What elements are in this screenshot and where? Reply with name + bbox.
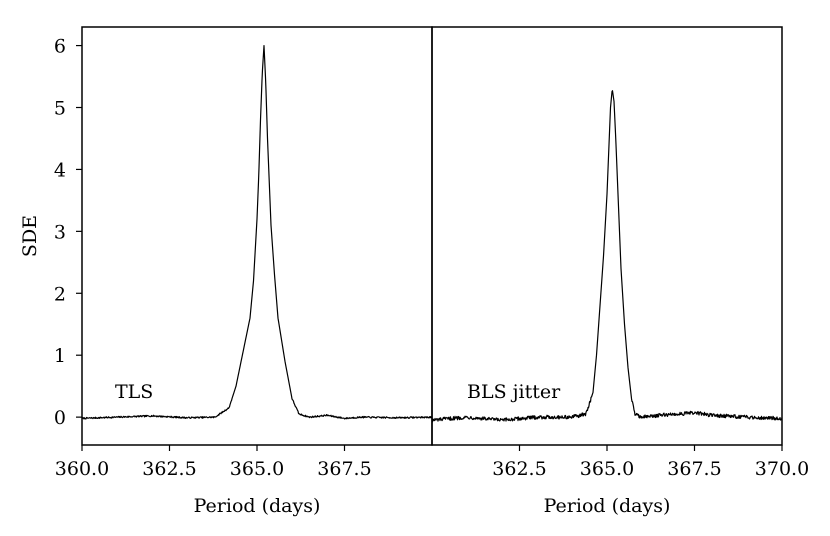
y-tick-label: 5 xyxy=(54,98,66,120)
bls-x-axis-label: Period (days) xyxy=(544,495,671,517)
x-tick-label: 367.5 xyxy=(317,458,371,480)
x-tick-label: 362.5 xyxy=(492,458,546,480)
panel-tls-ticks: 360.0 362.5 365.0 367.5 0 1 2 3 4 5 6 xyxy=(54,36,372,480)
panel-tls: 360.0 362.5 365.0 367.5 0 1 2 3 4 5 6 TLS Period (… xyxy=(19,26,433,517)
x-tick-label: 365.0 xyxy=(230,458,284,480)
y-tick-label: 2 xyxy=(54,283,66,305)
x-tick-label: 365.0 xyxy=(580,458,634,480)
y-tick-label: 4 xyxy=(54,159,66,181)
bls-jitter-label: BLS jitter xyxy=(467,381,561,403)
y-tick-label: 3 xyxy=(54,221,66,243)
tls-x-axis-label: Period (days) xyxy=(194,495,321,517)
y-tick-label: 1 xyxy=(54,345,66,367)
tls-sde-line xyxy=(81,45,433,420)
y-tick-label: 6 xyxy=(54,36,66,58)
y-axis-label: SDE xyxy=(19,215,41,257)
y-tick-label: 0 xyxy=(54,407,66,429)
bls-jitter-sde-line xyxy=(431,90,783,423)
x-tick-label: 362.5 xyxy=(142,458,196,480)
x-tick-label: 370.0 xyxy=(755,458,809,480)
panel-bls-ticks: 362.5 365.0 367.5 370.0 xyxy=(492,445,809,480)
panel-bls-jitter: 362.5 365.0 367.5 370.0 BLS jitter Period (… xyxy=(431,26,809,517)
x-tick-label: 360.0 xyxy=(55,458,109,480)
tls-label: TLS xyxy=(115,381,153,403)
x-tick-label: 367.5 xyxy=(667,458,721,480)
